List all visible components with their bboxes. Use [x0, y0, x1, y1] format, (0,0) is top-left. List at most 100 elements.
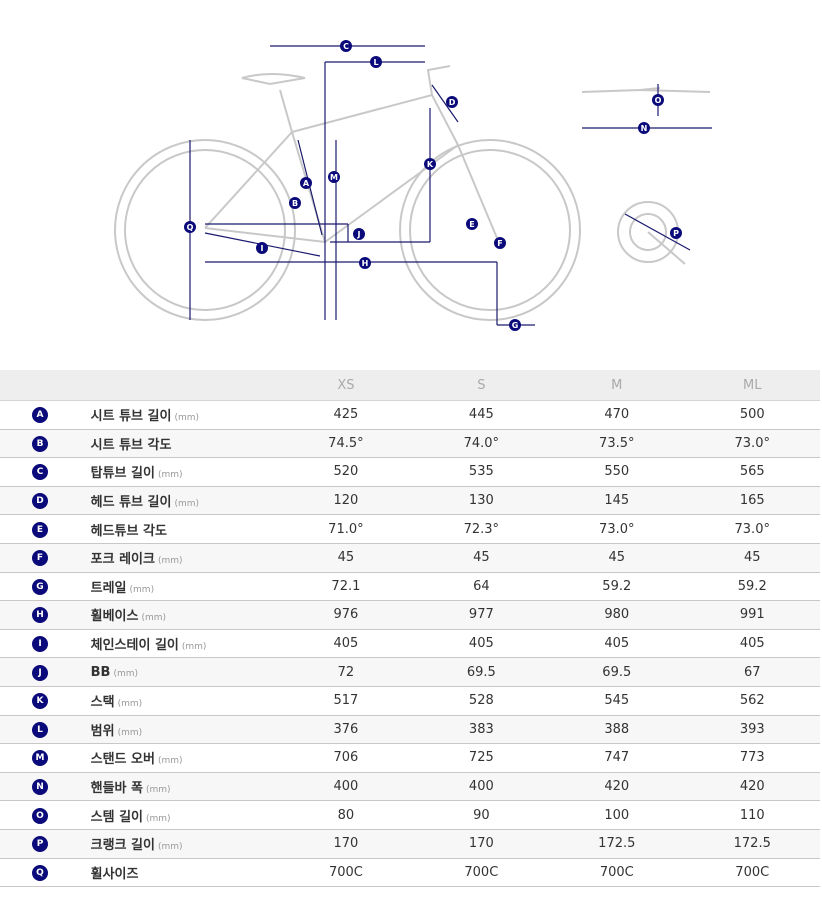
svg-text:M: M [330, 173, 338, 182]
value-cell: 565 [684, 457, 820, 487]
unit-label: (mm) [157, 470, 183, 481]
svg-text:B: B [292, 199, 298, 208]
diagram-label-p: P [670, 227, 682, 239]
value-cell: 393 [684, 715, 820, 745]
value-cell: 64 [413, 572, 550, 602]
value-cell: 520 [278, 457, 414, 487]
svg-text:D: D [449, 98, 456, 107]
diagram-label-q: Q [184, 221, 196, 233]
diagram-label-i: I [256, 242, 268, 254]
value-cell: 110 [684, 800, 820, 830]
table-row: M 스탠드 오버 (mm) 706 725 747 773 [0, 743, 820, 773]
unit-label: (mm) [146, 785, 171, 796]
unit-label: (mm) [174, 413, 200, 424]
value-cell: 90 [413, 800, 550, 830]
letter-badge: I [32, 636, 48, 653]
value-cell: 69.5 [549, 657, 685, 687]
value-cell: 73.5° [549, 429, 685, 459]
value-cell: 405 [549, 629, 685, 659]
value-cell: 172.5 [684, 829, 820, 859]
letter-badge: C [32, 464, 48, 481]
value-cell: 725 [413, 743, 550, 773]
table-row: I 체인스테이 길이 (mm) 405 405 405 405 [0, 629, 820, 659]
table-row: D 헤드 튜브 길이 (mm) 120 130 145 165 [0, 486, 820, 516]
value-cell: 59.2 [684, 572, 820, 602]
measurement-label: 휠베이스 [90, 609, 139, 625]
svg-text:C: C [343, 42, 349, 51]
value-cell: 73.0° [684, 514, 820, 544]
diagram-label-f: F [494, 237, 506, 249]
value-cell: 45 [684, 543, 820, 573]
value-cell: 500 [684, 400, 820, 430]
unit-label: (mm) [174, 499, 200, 510]
table-row: C 탑튜브 길이 (mm) 520 535 550 565 [0, 457, 820, 487]
unit-label: (mm) [117, 727, 143, 738]
letter-badge: L [32, 721, 48, 738]
value-cell: 45 [278, 543, 414, 573]
measurement-label: 스템 길이 [90, 809, 144, 825]
measurement-label: 헤드튜브 각도 [90, 523, 167, 539]
value-cell: 59.2 [549, 572, 685, 602]
unit-label: (mm) [157, 756, 183, 767]
value-cell: 100 [549, 800, 685, 830]
value-cell: 405 [684, 629, 820, 659]
measurement-label: 스택 [90, 695, 115, 711]
unit-label: (mm) [141, 613, 167, 624]
letter-badge: B [32, 435, 48, 452]
size-xs-header: XS [278, 370, 414, 401]
diagram-label-j: J [353, 228, 365, 240]
letter-badge: Q [32, 864, 48, 881]
value-cell: 74.5° [278, 429, 414, 459]
svg-text:E: E [469, 220, 474, 229]
table-row: O 스템 길이 (mm) 80 90 100 110 [0, 800, 820, 830]
svg-text:K: K [427, 160, 434, 169]
value-cell: 405 [278, 629, 414, 659]
value-cell: 405 [413, 629, 550, 659]
svg-text:O: O [655, 96, 662, 105]
value-cell: 73.0° [684, 429, 820, 459]
value-cell: 145 [549, 486, 685, 516]
measurement-label: 헤드 튜브 길이 [90, 495, 172, 511]
value-cell: 517 [278, 686, 414, 716]
diagram-label-l: L [370, 56, 382, 68]
value-cell: 120 [278, 486, 414, 516]
measurement-label: 휠사이즈 [90, 866, 139, 882]
letter-badge: P [32, 836, 48, 853]
svg-text:G: G [512, 321, 519, 330]
value-cell: 170 [278, 829, 414, 859]
measurement-label: 핸들바 폭 [90, 781, 144, 797]
letter-badge: D [32, 493, 48, 510]
value-cell: 74.0° [413, 429, 550, 459]
size-s-header: S [413, 370, 550, 401]
value-cell: 976 [278, 600, 414, 630]
table-row: L 범위 (mm) 376 383 388 393 [0, 715, 820, 745]
value-cell: 73.0° [549, 514, 685, 544]
diagram-label-e: E [466, 218, 478, 230]
value-cell: 528 [413, 686, 550, 716]
measurement-label: 포크 레이크 [90, 552, 155, 568]
letter-badge: H [32, 607, 48, 624]
measurement-label: 스탠드 오버 [90, 752, 155, 768]
diagram-label-d: D [446, 96, 458, 108]
unit-label: (mm) [146, 813, 171, 824]
diagram-label-m: M [328, 171, 340, 183]
value-cell: 71.0° [278, 514, 414, 544]
table-row: B 시트 튜브 각도 74.5° 74.0° 73.5° 73.0° [0, 429, 820, 459]
measurement-label: BB [90, 664, 111, 680]
value-cell: 425 [278, 400, 414, 430]
value-cell: 773 [684, 743, 820, 773]
value-cell: 700C [413, 858, 550, 888]
diagram-label-o: O [652, 94, 664, 106]
value-cell: 383 [413, 715, 550, 745]
value-cell: 420 [549, 772, 685, 802]
letter-badge: J [32, 664, 48, 681]
unit-label: (mm) [157, 842, 183, 853]
diagram-label-a: A [300, 177, 312, 189]
table-row: Q 휠사이즈 700C 700C 700C 700C [0, 858, 820, 888]
letter-badge: N [32, 779, 48, 796]
measurement-label: 탑튜브 길이 [90, 466, 155, 482]
value-cell: 72.1 [278, 572, 414, 602]
value-cell: 980 [549, 600, 685, 630]
measurement-label: 시트 튜브 길이 [90, 409, 172, 425]
letter-badge: A [32, 407, 48, 424]
